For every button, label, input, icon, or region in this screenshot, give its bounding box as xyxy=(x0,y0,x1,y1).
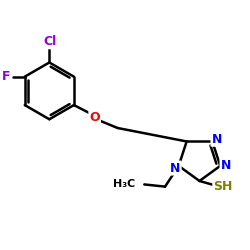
Text: N: N xyxy=(170,162,180,174)
Text: O: O xyxy=(89,110,100,124)
Text: SH: SH xyxy=(213,180,233,193)
Text: Cl: Cl xyxy=(44,35,57,48)
Text: F: F xyxy=(2,70,10,83)
Text: N: N xyxy=(212,133,222,146)
Text: N: N xyxy=(220,159,231,172)
Text: H₃C: H₃C xyxy=(113,179,136,189)
